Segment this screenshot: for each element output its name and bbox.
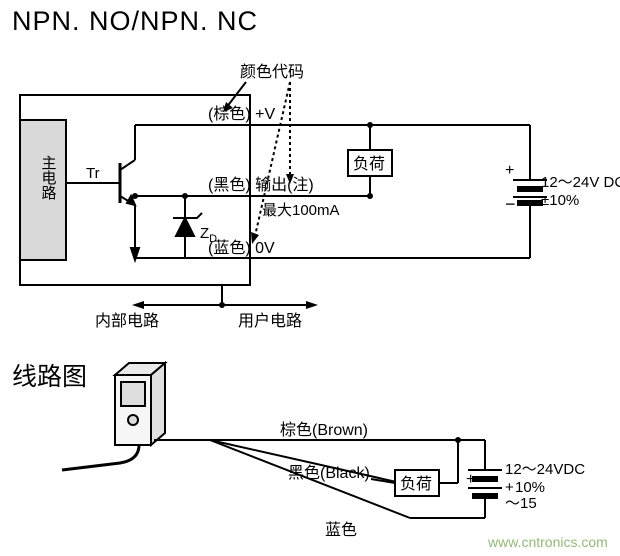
upper-circuit: 主电路 Tr	[20, 63, 620, 330]
load-label-2: 负荷	[400, 475, 432, 493]
svg-text:+: +	[505, 162, 514, 179]
page-title: NPN. NO/NPN. NC	[12, 6, 258, 36]
watermark: www.cntronics.com	[487, 534, 608, 550]
section2-title: 线路图	[12, 363, 87, 391]
load-label: 负荷	[353, 155, 385, 173]
blue-wire-label: 蓝色	[325, 521, 357, 539]
brown-label: (棕色) +V	[208, 105, 275, 123]
lower-wiring: 棕色(Brown) 黑色(Black) 蓝色 负荷 + 12～24VDC	[62, 363, 585, 539]
svg-text:−: −	[505, 194, 516, 214]
transistor: Tr	[66, 125, 139, 260]
power2-line1: 12～24VDC	[505, 461, 585, 478]
black-wire-label: 黑色(Black)	[288, 464, 370, 482]
power-line2: ±10%	[541, 192, 579, 209]
color-code-label: 颜色代码	[240, 63, 304, 81]
wires: 棕色(Brown) 黑色(Black) 蓝色 负荷 + 12～24VDC	[154, 421, 585, 539]
main-circuit-label: 主电路	[40, 155, 57, 200]
brown-wire-label: 棕色(Brown)	[280, 421, 368, 439]
svg-text:10%: 10%	[515, 479, 545, 496]
transistor-label: Tr	[86, 165, 100, 182]
blue-label: (蓝色) 0V	[208, 239, 275, 257]
user-circuit-label: 用户电路	[238, 312, 302, 330]
power2-line3: ～15	[505, 495, 537, 512]
max-current-label: 最大100mA	[262, 202, 340, 219]
power2-line2-group: + 10%	[505, 479, 545, 496]
internal-circuit-label: 内部电路	[95, 312, 159, 330]
black-label: (黑色) 输出(注)	[208, 176, 314, 194]
diagram-svg: NPN. NO/NPN. NC 主电路 Tr	[0, 0, 620, 551]
svg-text:+: +	[505, 479, 514, 496]
power-line1: 12～24V DC	[541, 174, 620, 191]
